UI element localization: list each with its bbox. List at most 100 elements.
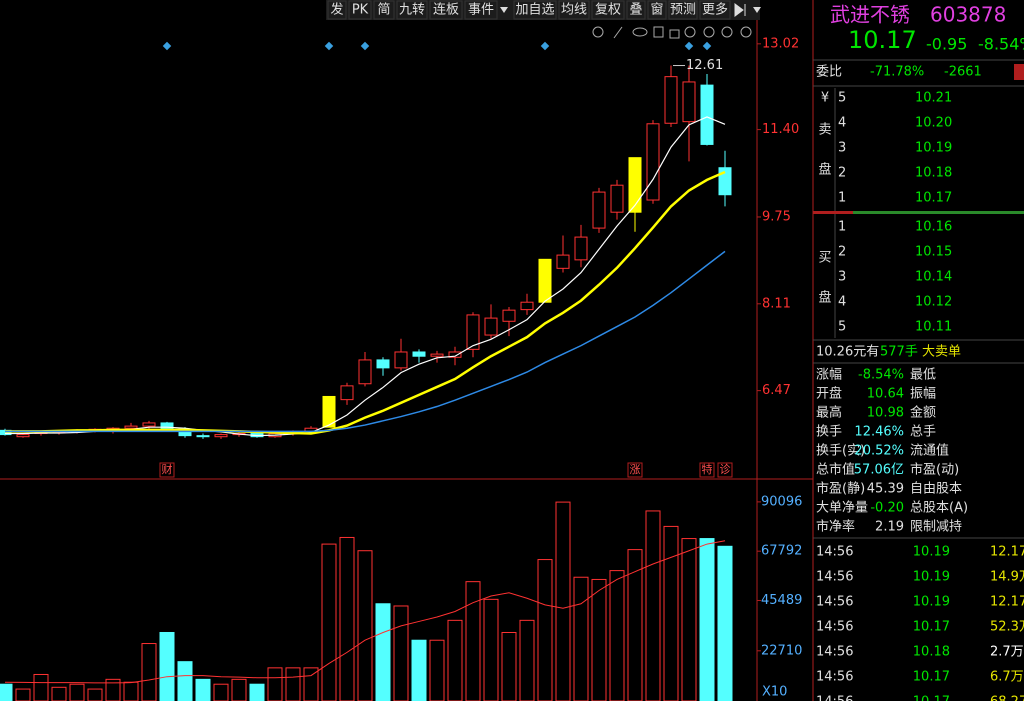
- trade-price: 10.19: [913, 595, 950, 610]
- bid-price: 10.11: [915, 320, 952, 335]
- toolbar-button[interactable]: [327, 0, 347, 20]
- toolbar-button[interactable]: [699, 0, 731, 20]
- dropdown-icon[interactable]: [753, 7, 761, 13]
- toolbar-label[interactable]: 叠: [629, 3, 642, 18]
- stat-label: 市净率: [816, 519, 855, 535]
- dropdown-icon[interactable]: [500, 7, 508, 13]
- toolbar-button[interactable]: [396, 0, 428, 20]
- play-icon[interactable]: [734, 3, 746, 17]
- y-tick-label: 67792: [761, 544, 802, 559]
- trade-volume: 12.17: [990, 545, 1024, 560]
- volume-bar: [699, 538, 715, 701]
- y-tick-label: 13.02: [762, 36, 799, 51]
- volume-bar: [195, 678, 211, 701]
- toolbar-button[interactable]: [464, 0, 498, 20]
- toolbar-label[interactable]: 更多: [702, 2, 728, 18]
- volume-bar: [501, 631, 517, 701]
- volume-bar: [483, 598, 499, 701]
- level: 3: [838, 270, 846, 285]
- volume-bar: [249, 683, 265, 701]
- toolbar-button[interactable]: [647, 0, 667, 20]
- level: 3: [838, 141, 846, 156]
- toolbar-label[interactable]: 加自选: [515, 3, 554, 18]
- toolbar-label[interactable]: 事件: [468, 3, 494, 18]
- stat-label: 振幅: [910, 387, 936, 402]
- volume-bar: [231, 678, 247, 701]
- toolbar-button[interactable]: [591, 0, 625, 20]
- event-tag[interactable]: [717, 462, 733, 478]
- trade-time: 14:56: [816, 570, 853, 585]
- toolbar-button[interactable]: [513, 0, 557, 20]
- event-marker[interactable]: [324, 41, 334, 51]
- y-tick-label: 8.11: [762, 296, 791, 311]
- candle-body: [538, 258, 552, 303]
- stat-label: 开盘: [816, 386, 842, 402]
- trade-time: 14:56: [816, 595, 853, 610]
- volume-bar: [0, 683, 13, 701]
- toolbar-button[interactable]: [668, 0, 698, 20]
- volume-bar: [447, 619, 463, 701]
- indicator: [1014, 64, 1024, 80]
- toolbar-label[interactable]: 连板: [433, 2, 459, 18]
- event-tag-label[interactable]: 财: [162, 462, 173, 476]
- event-tag[interactable]: [627, 462, 643, 478]
- stat-value: 12.46%: [854, 425, 904, 440]
- stat-label: 换手(实): [816, 444, 865, 459]
- toolbar-label[interactable]: PK: [352, 3, 369, 18]
- candle-body: [142, 422, 156, 427]
- buy-label: 买: [818, 251, 831, 266]
- trade-volume: 68.27: [990, 695, 1024, 701]
- stat-value: 2.19: [875, 520, 904, 535]
- candle-body: [358, 359, 372, 385]
- event-tag-label[interactable]: 特: [702, 462, 713, 476]
- ask-price: 10.19: [915, 141, 952, 156]
- event-tag[interactable]: [699, 462, 715, 478]
- balance-bar: [853, 211, 1024, 214]
- toolbar-label[interactable]: 均线: [561, 3, 587, 18]
- toolbar-label[interactable]: 窗: [650, 2, 663, 18]
- stat-value: 20.52%: [854, 444, 904, 459]
- stat-label: 限制减持: [910, 520, 962, 535]
- stat-label: 大单净量: [816, 501, 868, 516]
- toolbar-button[interactable]: [429, 0, 463, 20]
- candle-body: [700, 84, 714, 145]
- event-tag-label[interactable]: 涨: [630, 463, 641, 476]
- big-order-price: 10.26元有: [816, 345, 879, 360]
- stat-label: 流通值: [910, 443, 949, 459]
- candle-body: [124, 425, 138, 429]
- volume-bar: [321, 543, 337, 701]
- event-tag[interactable]: [159, 462, 175, 478]
- bid-price: 10.12: [915, 295, 952, 310]
- volume-bar: [357, 550, 373, 701]
- event-marker[interactable]: [162, 41, 172, 51]
- volume-bar: [267, 667, 283, 701]
- y-tick-label: 90096: [761, 494, 802, 509]
- toolbar-button[interactable]: [348, 0, 372, 20]
- stat-label: 总手: [910, 425, 936, 440]
- y-tick-label: 45489: [761, 593, 802, 608]
- candle-body: [664, 76, 678, 124]
- toolbar-label[interactable]: 复权: [595, 2, 621, 18]
- toolbar-label[interactable]: 预测: [670, 3, 696, 18]
- volume-bar: [393, 605, 409, 701]
- ask-price: 10.21: [915, 91, 952, 106]
- level: 5: [838, 320, 846, 335]
- toolbar-button[interactable]: [558, 0, 590, 20]
- toolbar-label[interactable]: 发: [330, 2, 343, 18]
- stat-label: 最高: [816, 405, 842, 421]
- toolbar-button[interactable]: [373, 0, 395, 20]
- trade-price: 10.17: [913, 695, 950, 701]
- toolbar-label[interactable]: 简: [377, 2, 390, 18]
- level: 2: [838, 166, 846, 181]
- volume-bar: [141, 643, 157, 701]
- event-marker[interactable]: [360, 41, 370, 51]
- toolbar-label[interactable]: 九转: [399, 3, 425, 18]
- trade-volume: 14.9万: [990, 570, 1024, 585]
- volume-bar: [177, 661, 193, 701]
- trade-time: 14:56: [816, 695, 853, 701]
- y-tick-label: 6.47: [762, 383, 791, 398]
- event-tag-label[interactable]: 诊: [720, 462, 731, 476]
- toolbar-button[interactable]: [626, 0, 646, 20]
- volume-bar: [159, 631, 175, 701]
